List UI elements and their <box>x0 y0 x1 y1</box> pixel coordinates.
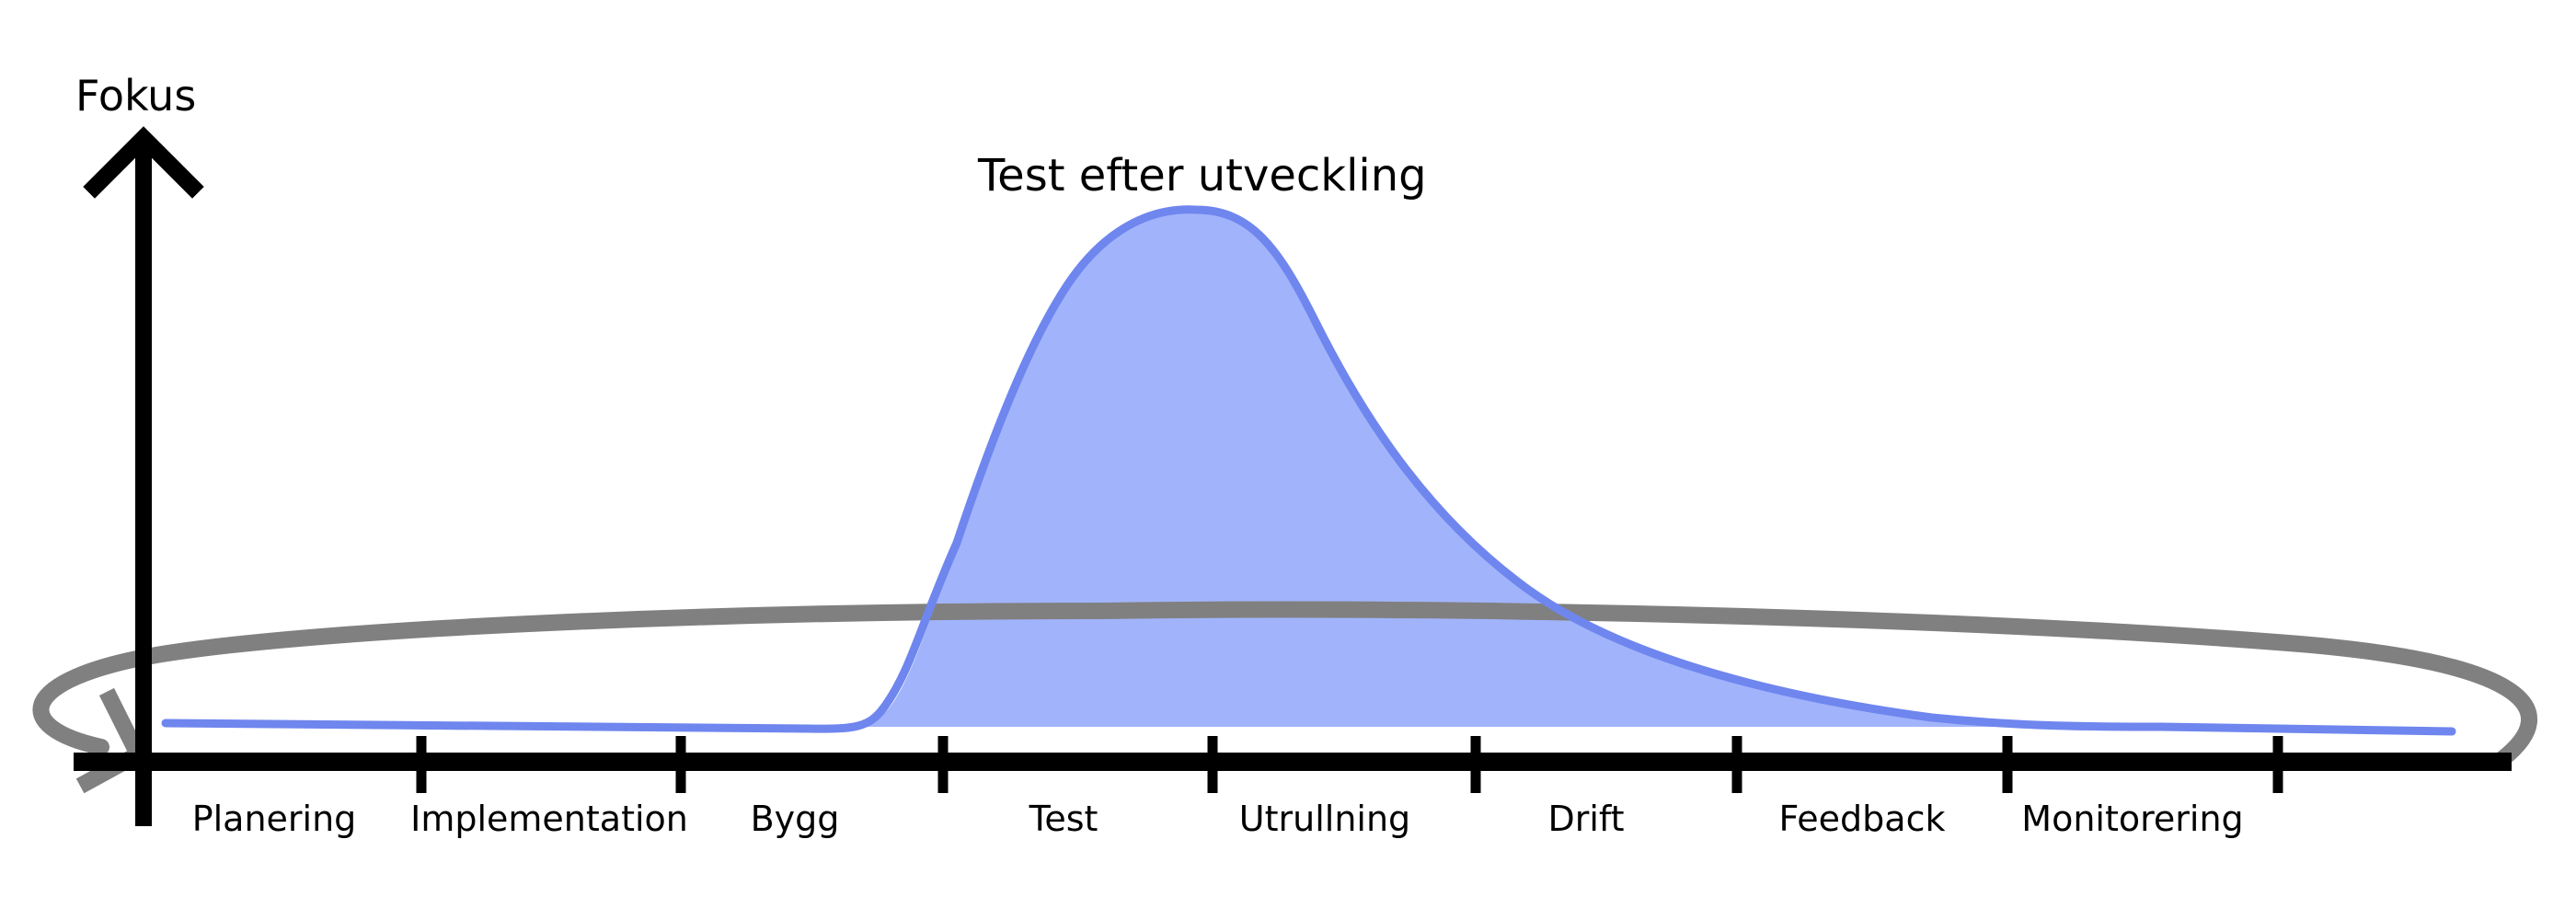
test-focus-area <box>863 209 2116 727</box>
lifecycle-loop <box>32 601 2537 767</box>
phase-label: Drift <box>1547 799 1624 839</box>
phase-labels: Planering Implementation Bygg Test Utrullnin… <box>192 799 2244 839</box>
y-axis-label: Fokus <box>75 71 196 121</box>
curve-label: Test efter utveckling <box>977 150 1427 201</box>
phase-label: Utrullning <box>1239 799 1410 839</box>
y-axis-arrowhead <box>83 126 204 199</box>
test-focus-curve <box>161 205 2456 736</box>
x-axis-ticks <box>416 736 2283 793</box>
phase-label: Implementation <box>410 799 688 839</box>
phase-label: Planering <box>192 799 357 839</box>
phase-label: Test <box>1029 799 1098 839</box>
phase-label: Bygg <box>751 799 840 839</box>
phase-label: Monitorering <box>2021 799 2243 839</box>
phase-label: Feedback <box>1779 799 1946 839</box>
